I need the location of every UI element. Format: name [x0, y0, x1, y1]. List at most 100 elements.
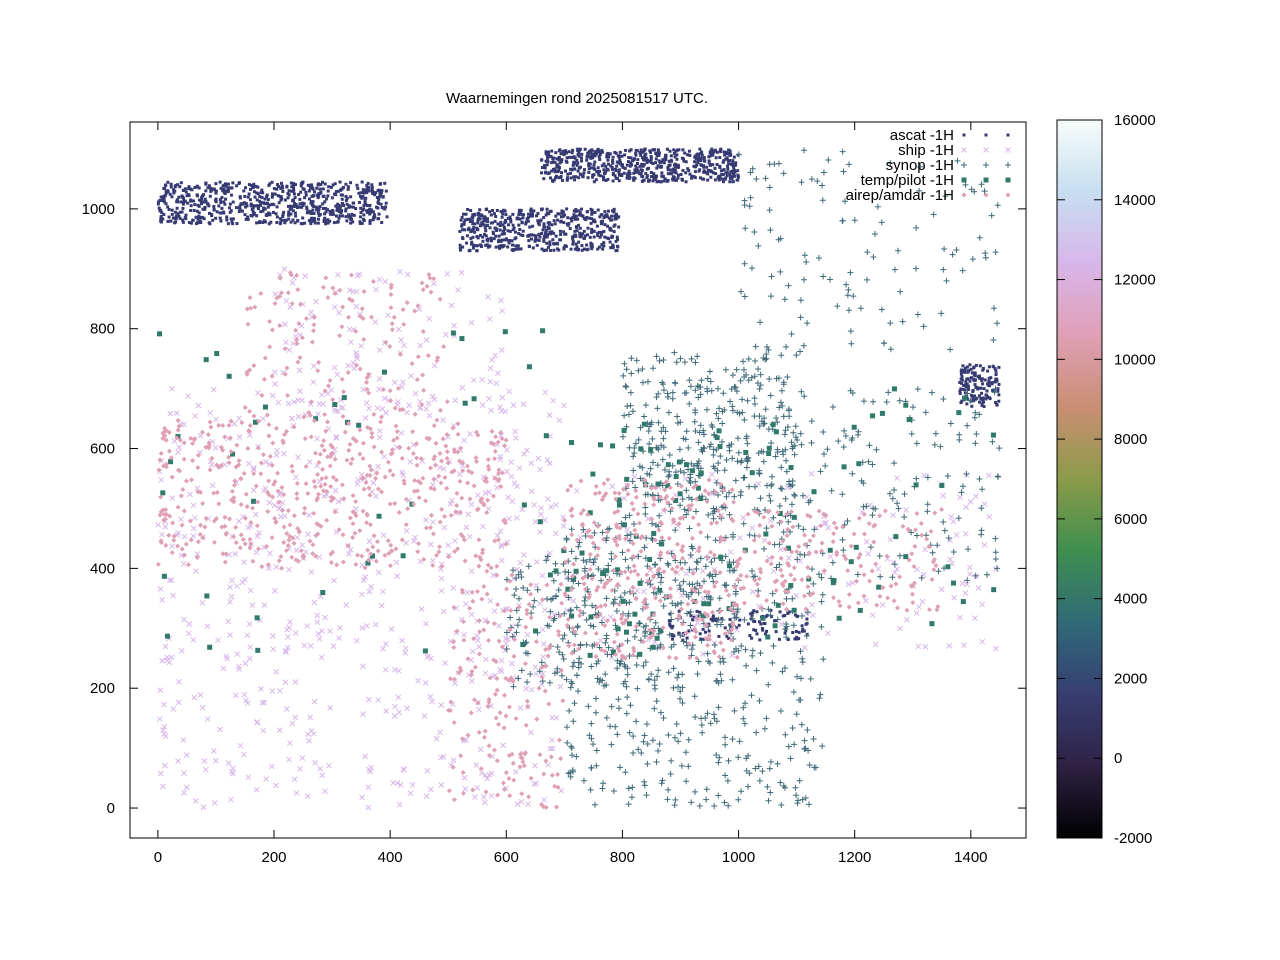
data-point — [212, 444, 219, 451]
data-point — [315, 186, 319, 190]
data-point — [286, 204, 290, 208]
data-point — [412, 390, 419, 397]
data-point — [610, 167, 614, 171]
data-point — [793, 592, 800, 599]
data-point — [368, 203, 372, 207]
data-point — [565, 569, 572, 576]
data-point — [677, 609, 681, 613]
data-point — [443, 443, 449, 449]
data-point — [769, 473, 776, 480]
data-point — [841, 427, 848, 434]
data-point — [774, 630, 778, 634]
data-point — [576, 161, 580, 165]
data-point — [605, 155, 609, 159]
data-point — [436, 473, 442, 479]
data-point — [791, 451, 798, 458]
data-point — [291, 776, 298, 783]
data-point — [558, 148, 562, 152]
data-point — [358, 222, 362, 226]
data-point — [284, 428, 290, 434]
data-point — [511, 243, 515, 247]
data-point — [427, 465, 433, 471]
data-point — [725, 802, 732, 809]
data-point — [507, 239, 511, 243]
data-point — [235, 222, 239, 226]
data-point — [687, 622, 694, 629]
data-point — [389, 548, 395, 554]
data-point — [534, 234, 538, 238]
data-point — [767, 789, 774, 796]
data-point — [606, 162, 610, 166]
data-point — [367, 768, 373, 775]
data-point — [289, 206, 293, 210]
data-point — [513, 629, 520, 636]
data-point — [496, 467, 502, 473]
data-point — [715, 163, 719, 167]
data-point — [700, 153, 704, 157]
data-point — [588, 720, 595, 727]
data-point — [590, 245, 594, 249]
data-point — [348, 461, 354, 467]
data-point — [596, 166, 600, 170]
data-point — [566, 172, 570, 176]
data-point — [713, 148, 717, 152]
data-point — [680, 578, 687, 585]
data-point — [452, 537, 458, 544]
data-point — [958, 380, 962, 384]
data-point — [247, 644, 254, 651]
data-point — [275, 215, 279, 219]
data-point — [987, 380, 991, 384]
data-point — [335, 207, 339, 211]
data-point — [500, 232, 504, 236]
data-point — [571, 155, 575, 159]
data-point — [328, 484, 334, 490]
data-point — [328, 219, 332, 223]
data-point — [741, 260, 748, 267]
data-point — [634, 164, 638, 168]
data-point — [563, 536, 570, 543]
data-point — [497, 528, 504, 535]
data-point — [366, 210, 370, 214]
data-point — [559, 651, 566, 658]
data-point — [607, 236, 611, 240]
data-point — [962, 395, 968, 401]
data-point — [872, 230, 879, 237]
data-point — [290, 535, 296, 541]
data-point — [442, 514, 448, 520]
data-point — [725, 634, 729, 638]
data-point — [212, 757, 219, 764]
data-point — [282, 647, 289, 654]
data-point — [588, 235, 592, 239]
data-point — [540, 641, 547, 647]
data-point — [642, 178, 646, 182]
data-point — [409, 781, 416, 788]
data-point — [234, 583, 240, 590]
data-point — [285, 634, 291, 640]
data-point — [488, 770, 495, 777]
data-point — [308, 434, 314, 440]
data-point — [667, 159, 671, 163]
data-point — [311, 208, 315, 212]
data-point — [209, 189, 213, 193]
data-point — [379, 489, 385, 495]
data-point — [592, 163, 596, 167]
data-point — [891, 266, 898, 273]
data-point — [857, 607, 863, 613]
data-point — [353, 353, 360, 359]
data-point — [622, 383, 629, 390]
data-point — [303, 196, 307, 200]
data-point — [728, 149, 732, 153]
data-point — [197, 214, 201, 218]
data-point — [306, 512, 312, 519]
data-point — [295, 219, 299, 223]
data-point — [593, 747, 600, 754]
data-point — [953, 246, 960, 253]
data-point — [319, 183, 323, 187]
data-point — [600, 780, 607, 787]
data-point — [244, 632, 251, 639]
data-point — [704, 375, 711, 382]
data-point — [285, 184, 289, 188]
data-point — [393, 444, 400, 451]
data-point — [573, 568, 579, 574]
chart-title: Waarnemingen rond 2025081517 UTC. — [446, 90, 708, 107]
